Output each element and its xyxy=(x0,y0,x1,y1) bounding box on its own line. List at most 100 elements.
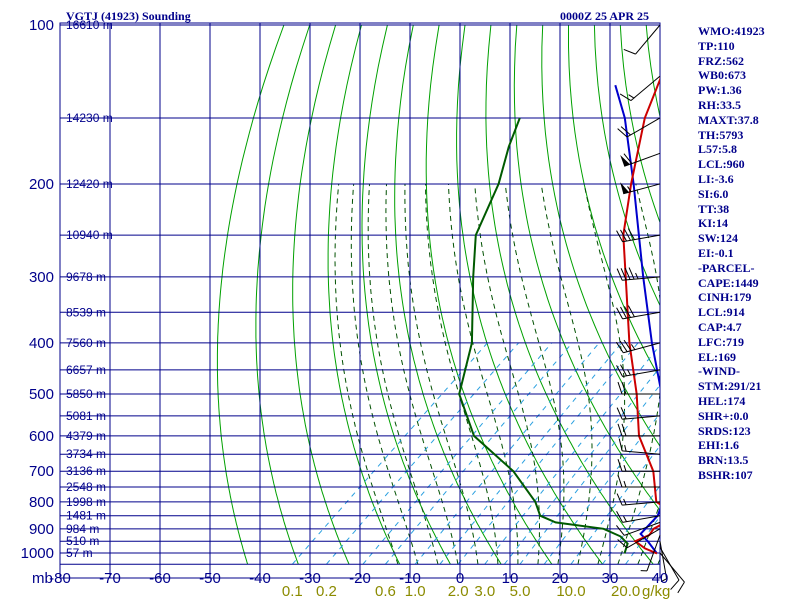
barb-half xyxy=(624,444,627,452)
wind-barb xyxy=(659,546,680,590)
height-label: 4379 m xyxy=(66,429,106,443)
dewpoint-profile xyxy=(458,117,629,554)
dry-adiabat-line xyxy=(216,24,285,565)
barb-staff xyxy=(626,528,661,549)
index-line: TH:5793 xyxy=(698,127,744,142)
dry-adiabat-line xyxy=(541,24,660,448)
index-line: WB0:673 xyxy=(698,68,746,83)
index-line: TT:38 xyxy=(698,201,730,216)
pressure-tick-label: 400 xyxy=(29,335,54,352)
index-line: RH:33.5 xyxy=(698,97,741,112)
dry-adiabat-line xyxy=(425,24,553,565)
barb-full xyxy=(616,307,624,320)
moist-adiabat-line xyxy=(474,183,540,565)
barb-full xyxy=(623,228,631,241)
height-label: 5081 m xyxy=(66,409,106,423)
mixing-ratio-line xyxy=(292,342,488,565)
barb-full xyxy=(616,407,623,420)
wind-barb xyxy=(659,541,668,583)
mixing-ratio-line xyxy=(326,342,519,565)
mixing-ratio-line xyxy=(362,342,553,565)
wind-barb xyxy=(620,152,661,167)
wind-barb xyxy=(619,75,661,102)
pressure-tick-label: 600 xyxy=(29,428,54,445)
index-line: SI:6.0 xyxy=(698,186,729,201)
index-line: FRZ:562 xyxy=(698,53,744,68)
index-line: EL:169 xyxy=(698,349,737,364)
pressure-tick-label: 300 xyxy=(29,269,54,286)
barb-full xyxy=(619,340,628,352)
barb-full xyxy=(616,230,624,242)
plot-frame xyxy=(59,22,661,579)
barb-staff xyxy=(622,450,661,455)
barb-half xyxy=(627,186,632,192)
indices-panel: WMO:41923 TP:110 FRZ:562 WB0:673 PW:1.36 RH:3… xyxy=(698,24,798,483)
barb-full xyxy=(620,364,627,377)
index-line: EHI:1.6 xyxy=(698,438,740,453)
index-line: LI:-3.6 xyxy=(698,171,734,186)
wind-barb xyxy=(617,474,660,488)
pressure-tick-label: 800 xyxy=(29,494,54,511)
wind-barb xyxy=(640,534,661,572)
index-line: STM:291/21 xyxy=(698,379,762,394)
profiles xyxy=(458,76,660,555)
barb-full xyxy=(623,306,631,318)
mixing-ratio-label: 10.0 xyxy=(556,583,585,600)
moist-adiabat-line xyxy=(367,183,439,565)
index-line: SW:124 xyxy=(698,231,739,246)
temperature-tick-label: -30 xyxy=(299,570,321,587)
barb-staff xyxy=(622,501,661,506)
index-line: -PARCEL- xyxy=(698,260,755,275)
barb-half xyxy=(660,578,667,583)
wind-barb xyxy=(620,182,661,195)
dry-adiabat-line xyxy=(327,24,401,565)
index-line: HEL:174 xyxy=(698,393,746,408)
dry-adiabat-line xyxy=(485,24,654,565)
mixing-ratio-label: 20.0 xyxy=(611,583,640,600)
wind-barb xyxy=(616,493,661,506)
barb-staff xyxy=(624,521,661,536)
index-line: CINH:179 xyxy=(698,290,752,305)
index-line: TP:110 xyxy=(698,38,735,53)
moist-adiabat-line xyxy=(540,183,593,565)
moist-adiabat-line xyxy=(504,183,565,565)
height-label: 8539 m xyxy=(66,305,106,319)
index-line: CAP:4.7 xyxy=(698,319,742,334)
moist-adiabat-line xyxy=(425,183,499,565)
temperature-tick-label: 40 xyxy=(652,570,669,587)
moist-adiabat-line xyxy=(350,183,419,565)
mixing-ratio-line xyxy=(519,384,660,565)
wind-barb xyxy=(617,423,660,437)
barb-full xyxy=(618,438,623,452)
height-label: 3734 m xyxy=(66,447,106,461)
pressure-tick-label: 900 xyxy=(29,521,54,538)
barb-staff xyxy=(622,276,661,281)
barb-full xyxy=(670,579,680,590)
temperature-tick-label: 10 xyxy=(502,570,519,587)
wind-barb xyxy=(617,459,660,472)
index-line: EI:-0.1 xyxy=(698,245,734,260)
barb-staff xyxy=(626,117,661,138)
wind-barb xyxy=(616,228,661,243)
pressure-tick-label: 700 xyxy=(29,463,54,480)
barb-staff xyxy=(659,546,680,581)
mixing-ratio-label: 5.0 xyxy=(510,583,531,600)
mixing-ratio-line xyxy=(625,515,660,565)
temperature-tick-label: -80 xyxy=(49,570,71,587)
barb-half xyxy=(628,94,635,99)
barb-half xyxy=(623,480,627,488)
mixing-ratio-label: 0.1 xyxy=(282,583,303,600)
grid xyxy=(59,22,661,579)
barb-half xyxy=(635,272,639,280)
dry-adiabat-line xyxy=(568,25,660,380)
barb-full xyxy=(624,267,631,280)
barb-full xyxy=(623,153,633,164)
wind-barb xyxy=(616,305,661,320)
pressure-tick-label: 500 xyxy=(29,386,54,403)
barb-staff xyxy=(622,369,661,377)
barb-full xyxy=(620,306,627,319)
mixing-ratio-lines xyxy=(292,342,660,565)
temperature-tick-label: -20 xyxy=(349,570,371,587)
index-line: -WIND- xyxy=(698,364,740,379)
